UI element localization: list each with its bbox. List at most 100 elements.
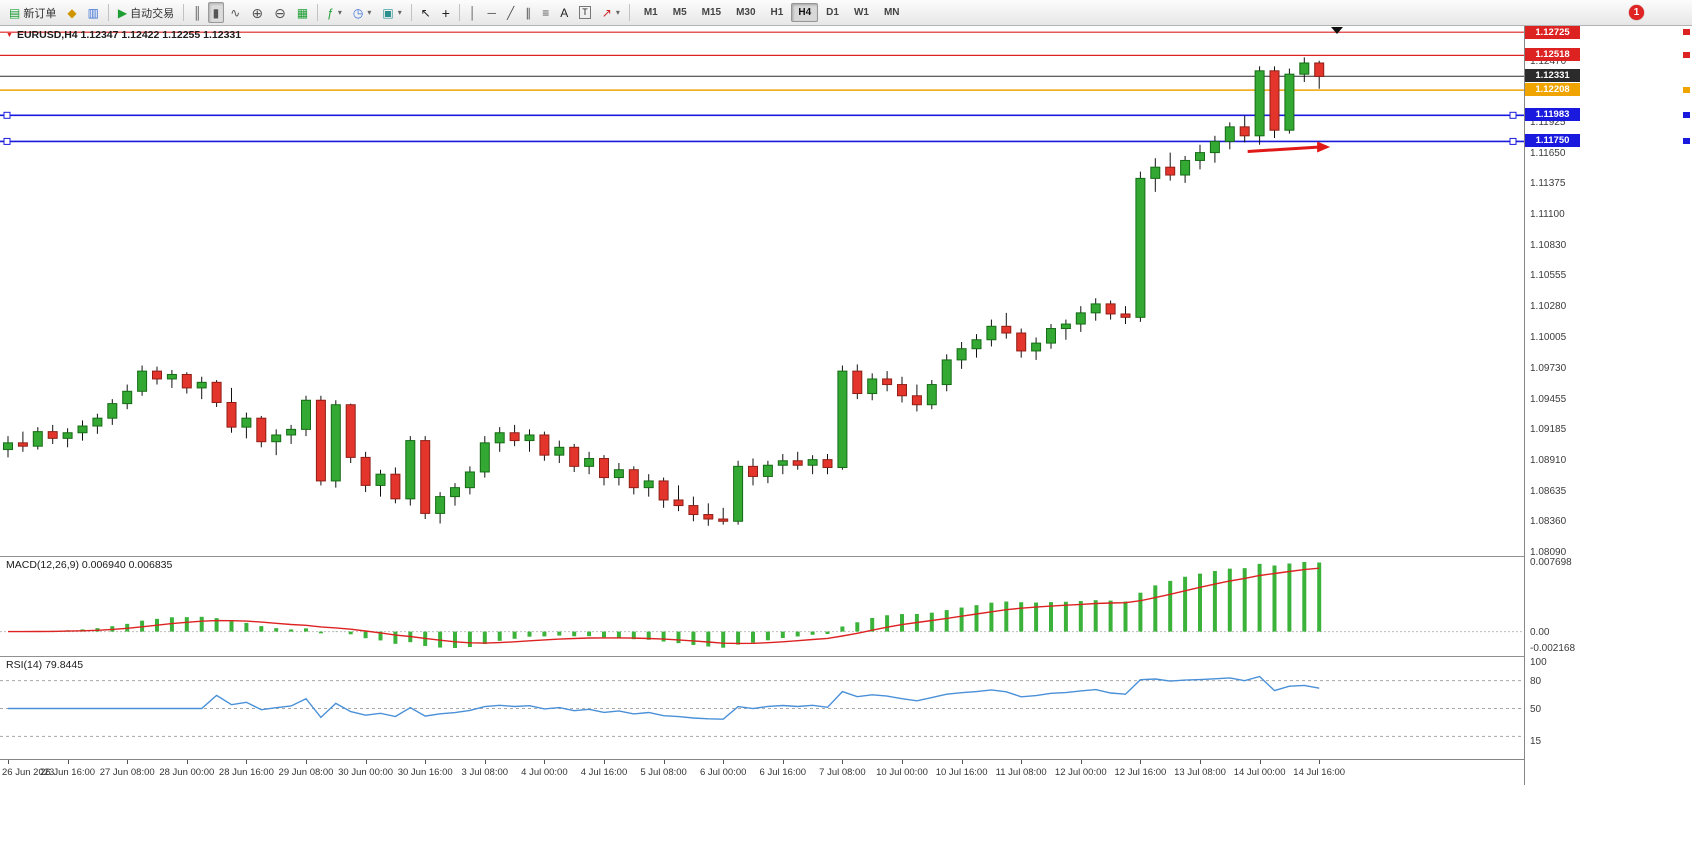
- candle-body: [1314, 62, 1325, 77]
- shapes-button[interactable]: ↗ ▾: [597, 2, 625, 23]
- price-tick: 1.10005: [1530, 331, 1567, 343]
- candle-body: [658, 480, 669, 501]
- time-axis[interactable]: 26 Jun 2023 26 Jun 16:00 27 Jun 08:00 28 Ju…: [0, 759, 1524, 786]
- candle-body: [539, 434, 550, 456]
- trendline-button[interactable]: ╱: [502, 2, 519, 23]
- candle-body: [494, 432, 505, 444]
- candle-body: [762, 464, 773, 477]
- candle-body: [643, 480, 654, 489]
- candle-body: [375, 473, 386, 486]
- new-order-button[interactable]: ▤ 新订单: [4, 2, 61, 23]
- zoom-in-button[interactable]: ⊕: [246, 2, 268, 23]
- price-scale[interactable]: 1.124701.119251.116501.113751.111001.108…: [1524, 26, 1615, 785]
- time-label: 4 Jul 00:00: [521, 767, 568, 778]
- chart-window[interactable]: ▼ EURUSD,H4 1.12347 1.12422 1.12255 1.12…: [0, 26, 1692, 846]
- timeframe-w1[interactable]: W1: [847, 3, 876, 22]
- time-label: 12 Jul 00:00: [1054, 767, 1107, 778]
- zoom-out-button[interactable]: ⊖: [269, 2, 291, 23]
- time-tick: [961, 760, 963, 764]
- channel-button[interactable]: ∥: [520, 2, 536, 23]
- candle-body: [986, 325, 997, 341]
- candle-body: [554, 446, 565, 456]
- candle-body: [211, 381, 222, 403]
- candle-body: [315, 399, 326, 482]
- main-chart-canvas[interactable]: [0, 26, 1524, 556]
- candle-body: [360, 456, 371, 486]
- profiles-button[interactable]: ▥: [83, 2, 104, 23]
- horizontal-line-button[interactable]: ─: [482, 2, 501, 23]
- time-label: 6 Jul 16:00: [759, 767, 807, 778]
- line-handle[interactable]: [1509, 111, 1517, 119]
- candle-body: [420, 440, 431, 514]
- candle-body: [330, 404, 341, 482]
- rsi-canvas[interactable]: [0, 656, 1524, 759]
- candle-body: [1001, 325, 1012, 334]
- periods-button[interactable]: ◷ ▾: [348, 2, 377, 23]
- candle-body: [256, 417, 267, 443]
- text-button[interactable]: A: [555, 2, 573, 23]
- timeframe-d1[interactable]: D1: [819, 3, 846, 22]
- chevron-down-icon: ▾: [615, 8, 620, 17]
- time-tick: [782, 760, 784, 764]
- arrow-annotation[interactable]: [1247, 145, 1321, 153]
- tile-windows-icon: ▦: [296, 5, 309, 20]
- candlestick-button[interactable]: ▮: [207, 2, 225, 23]
- macd-canvas[interactable]: [0, 556, 1524, 656]
- candle-body: [613, 469, 624, 479]
- text-label-button[interactable]: T: [574, 2, 596, 23]
- bar-chart-button[interactable]: ║: [188, 2, 207, 23]
- price-tick: 1.08635: [1530, 485, 1567, 497]
- candle-body: [703, 514, 714, 520]
- timeframe-m1[interactable]: M1: [637, 3, 665, 22]
- time-label: 14 Jul 16:00: [1293, 767, 1346, 778]
- line-edge-marker: [1683, 52, 1690, 59]
- candle-body: [777, 460, 788, 466]
- candle-body: [584, 458, 595, 467]
- trendline-icon: ╱: [506, 5, 515, 20]
- chevron-down-icon: ▾: [337, 8, 342, 17]
- price-tick: 1.10555: [1530, 270, 1567, 282]
- fibonacci-button[interactable]: ≡: [537, 2, 554, 23]
- line-handle[interactable]: [3, 137, 11, 145]
- zoom-out-icon: ⊖: [274, 4, 286, 21]
- time-tick: [1140, 760, 1142, 764]
- candle-body: [1180, 159, 1191, 176]
- rsi-scale-label: 50: [1530, 703, 1542, 715]
- line-handle[interactable]: [3, 111, 11, 119]
- chart-shift-marker-icon[interactable]: [1331, 27, 1343, 34]
- arrow-annotation-head: [1317, 141, 1331, 153]
- candle-body: [926, 384, 937, 406]
- templates-button[interactable]: ▣ ▾: [377, 2, 406, 23]
- timeframe-h4[interactable]: H4: [791, 3, 819, 22]
- candle-body: [1299, 62, 1310, 75]
- time-label: 10 Jul 16:00: [935, 767, 988, 778]
- tile-windows-button[interactable]: ▦: [292, 2, 313, 23]
- timeframe-mn[interactable]: MN: [877, 3, 907, 22]
- timeframe-m15[interactable]: M15: [695, 3, 728, 22]
- symbol-ohlc-header: ▼ EURUSD,H4 1.12347 1.12422 1.12255 1.12…: [6, 29, 241, 41]
- candle-body: [181, 373, 192, 389]
- macd-scale-label: 0.007698: [1530, 557, 1572, 568]
- timeframe-m5[interactable]: M5: [666, 3, 694, 22]
- timeframe-m30[interactable]: M30: [729, 3, 762, 22]
- indicators-icon: ƒ: [327, 5, 334, 20]
- indicators-button[interactable]: ƒ ▾: [322, 2, 347, 23]
- notification-badge[interactable]: 1: [1629, 5, 1644, 20]
- timeframe-h1[interactable]: H1: [764, 3, 791, 22]
- toolbar-separator: [458, 4, 460, 21]
- candle-body: [1269, 70, 1280, 131]
- chart-window-button[interactable]: ◆: [62, 2, 81, 23]
- cursor-button[interactable]: ↖: [416, 2, 436, 23]
- line-handle[interactable]: [1509, 137, 1517, 145]
- time-label: 13 Jul 08:00: [1174, 767, 1226, 778]
- auto-trading-button[interactable]: ▶ 自动交易: [113, 2, 179, 23]
- time-label: 29 Jun 08:00: [278, 767, 334, 778]
- candle-body: [509, 432, 520, 442]
- line-edge-marker: [1683, 29, 1690, 36]
- line-chart-button[interactable]: ∿: [225, 2, 245, 23]
- vertical-line-button[interactable]: │: [464, 2, 482, 23]
- time-tick: [1319, 760, 1321, 764]
- candle-body: [911, 395, 922, 406]
- candlestick-icon: ▮: [212, 5, 220, 20]
- crosshair-button[interactable]: +: [437, 2, 455, 23]
